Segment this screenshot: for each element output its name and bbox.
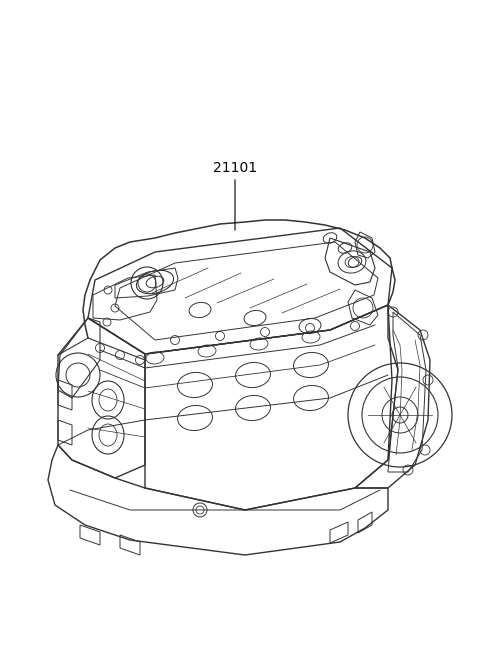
Text: 21101: 21101 xyxy=(213,161,257,175)
